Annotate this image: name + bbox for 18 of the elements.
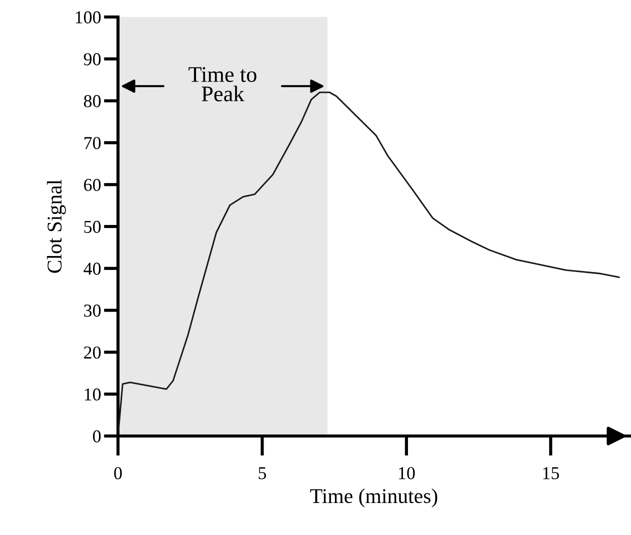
x-tick-label: 5 [258, 467, 266, 480]
y-tick-label: 50 [84, 220, 101, 233]
y-tick-label: 60 [84, 178, 101, 192]
x-tick-label: 10 [399, 467, 415, 480]
x-tick-label: 0 [114, 467, 122, 480]
y-tick-label: 30 [84, 304, 101, 317]
y-tick-label: 100 [76, 11, 101, 24]
y-tick-label: 20 [84, 346, 101, 359]
band-label: Time to Peak [188, 67, 256, 102]
x-tick-label: 15 [543, 467, 559, 480]
y-tick-label: 10 [84, 388, 101, 401]
y-axis-title: Clot Signal [46, 180, 66, 273]
y-tick-label: 80 [84, 95, 101, 108]
y-tick-label: 40 [84, 262, 101, 275]
y-tick-label: 90 [84, 53, 101, 66]
x-axis-title: Time (minutes) [310, 488, 438, 508]
y-tick-label: 0 [92, 430, 101, 442]
y-tick-label: 70 [84, 136, 101, 150]
